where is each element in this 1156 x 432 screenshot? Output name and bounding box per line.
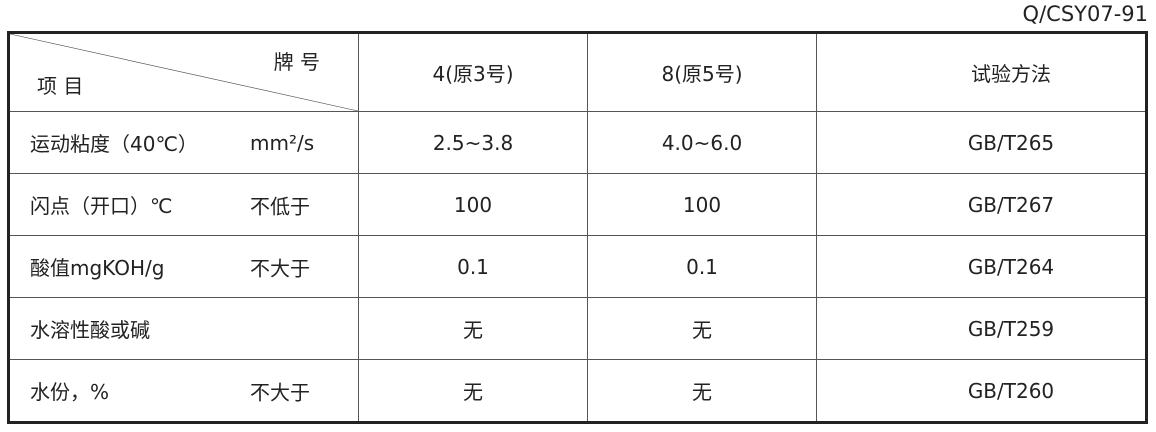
table-row: 水溶性酸或碱 无 无 GB/T259 (8, 297, 1147, 360)
item-cell: 闪点（开口）℃ 不低于 (8, 173, 359, 236)
item-cell: 酸值mgKOH/g 不大于 (8, 235, 359, 298)
item-name: 酸值mgKOH/g (30, 256, 165, 280)
grade-4-value: 无 (358, 297, 588, 360)
method-value: GB/T259 (816, 297, 1147, 360)
item-name: 闪点（开口）℃ (30, 194, 173, 218)
method-value: GB/T265 (816, 111, 1147, 174)
grade-8-value: 100 (587, 173, 817, 236)
item-cell: 运动粘度（40℃） mm²/s (8, 111, 359, 174)
item-note: 不大于 (250, 380, 310, 404)
item-name: 水份，% (30, 380, 110, 404)
grade-8-value: 4.0~6.0 (587, 111, 817, 174)
standard-code: Q/CSY07-91 (1022, 2, 1148, 26)
header-method: 试验方法 (816, 32, 1147, 112)
grade-8-value: 0.1 (587, 235, 817, 298)
item-note: mm²/s (250, 130, 315, 155)
grade-4-value: 100 (358, 173, 588, 236)
table-row: 水份，% 不大于 无 无 GB/T260 (8, 359, 1147, 423)
table-row: 闪点（开口）℃ 不低于 100 100 GB/T267 (8, 173, 1147, 236)
method-value: GB/T267 (816, 173, 1147, 236)
item-note: 不大于 (250, 256, 310, 280)
diagonal-header-cell: 牌 号 项 目 (8, 32, 359, 112)
grade-4-value: 2.5~3.8 (358, 111, 588, 174)
item-name: 运动粘度（40℃） (30, 132, 198, 156)
item-label: 项 目 (37, 74, 84, 98)
item-note: 不低于 (250, 194, 310, 218)
item-cell: 水溶性酸或碱 (8, 297, 359, 360)
grade-8-value: 无 (587, 297, 817, 360)
grade-4-value: 无 (358, 359, 588, 423)
header-grade-8: 8(原5号) (587, 32, 817, 112)
brand-label: 牌 号 (273, 50, 320, 74)
grade-4-value: 0.1 (358, 235, 588, 298)
table-row: 酸值mgKOH/g 不大于 0.1 0.1 GB/T264 (8, 235, 1147, 298)
diagonal-line (10, 34, 358, 111)
method-value: GB/T264 (816, 235, 1147, 298)
header-grade-4: 4(原3号) (358, 32, 588, 112)
header-row: 牌 号 项 目 4(原3号) 8(原5号) 试验方法 (8, 32, 1147, 112)
item-cell: 水份，% 不大于 (8, 359, 359, 423)
spec-table: 牌 号 项 目 4(原3号) 8(原5号) 试验方法 运动粘度（40℃） mm²/… (7, 31, 1148, 424)
method-value: GB/T260 (816, 359, 1147, 423)
item-name: 水溶性酸或碱 (30, 318, 150, 342)
table-row: 运动粘度（40℃） mm²/s 2.5~3.8 4.0~6.0 GB/T265 (8, 111, 1147, 174)
grade-8-value: 无 (587, 359, 817, 423)
